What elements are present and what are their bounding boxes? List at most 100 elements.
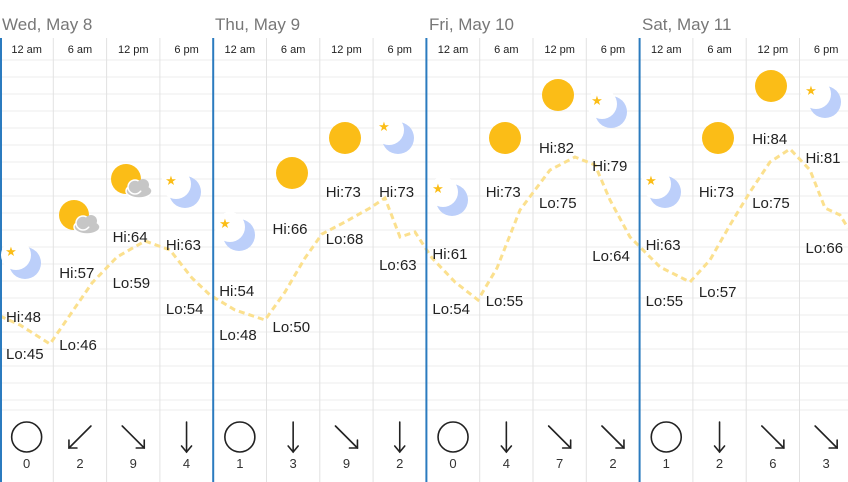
sun-icon — [542, 79, 574, 111]
arrow-head — [713, 445, 726, 454]
high-temp-label: Hi:79 — [592, 158, 627, 175]
low-temp-label: Lo:57 — [699, 284, 737, 301]
weather-icons: ★ ★ ★ ★ ★ ★ ★ ★ — [1, 70, 841, 279]
low-temp-label: Lo:45 — [6, 346, 44, 363]
moon-shadow — [215, 212, 245, 242]
sun-icon — [489, 122, 521, 154]
low-temp-label: Lo:55 — [646, 293, 684, 310]
sun-disc — [489, 122, 521, 154]
time-label: 12 am — [438, 44, 469, 56]
sun-icon — [276, 157, 308, 189]
calm-circle — [437, 421, 469, 453]
time-label: 6 am — [281, 44, 305, 56]
arrow-southeast-icon — [547, 425, 572, 449]
low-temp-label: Lo:64 — [592, 248, 630, 265]
sun-disc — [755, 70, 787, 102]
high-temp-label: Hi:84 — [752, 131, 787, 148]
low-temp-label: Lo:63 — [379, 257, 417, 274]
arrow-head — [615, 439, 625, 449]
day-dividers — [0, 38, 641, 482]
arrow-shaft — [547, 425, 572, 449]
time-label: 6 am — [68, 44, 92, 56]
wind-row: 0 2 9 4 1 3 9 2 0 4 7 2 1 2 6 3 — [10, 421, 838, 471]
sun-icon — [702, 122, 734, 154]
wind-speed-label: 9 — [130, 456, 137, 471]
arrow-shaft — [334, 425, 359, 449]
moon-icon: ★ — [374, 115, 414, 154]
day-label: Sat, May 11 — [642, 15, 731, 34]
moon-shadow — [641, 169, 671, 199]
day-header-row: Wed, May 8 Thu, May 9 Fri, May 10 Sat, M… — [2, 15, 731, 34]
moon-icon: ★ — [428, 177, 468, 216]
arrow-southeast-icon — [601, 425, 625, 449]
moon-icon: ★ — [801, 79, 841, 118]
wind-speed-label: 4 — [503, 456, 510, 471]
sun-disc — [329, 122, 361, 154]
day-label: Thu, May 9 — [215, 15, 300, 34]
time-label: 6 pm — [388, 44, 412, 56]
moon-shadow — [1, 240, 31, 270]
high-temp-label: Hi:48 — [6, 309, 41, 326]
day-label: Fri, May 10 — [429, 15, 514, 34]
sun-icon — [755, 70, 787, 102]
star-glyph: ★ — [378, 120, 390, 135]
calm-circle — [650, 421, 683, 453]
high-temp-label: Hi:63 — [646, 237, 681, 254]
low-temp-label: Lo:59 — [113, 275, 151, 292]
sun-icon — [329, 122, 361, 154]
star-glyph: ★ — [591, 94, 603, 109]
time-label: 6 am — [707, 44, 731, 56]
sun-disc — [276, 157, 308, 189]
temperature-trend-line — [0, 147, 848, 347]
arrow-shaft — [601, 425, 625, 449]
grid-lines — [0, 38, 848, 482]
arrow-head — [500, 445, 513, 454]
wind-speed-label: 2 — [716, 456, 723, 471]
moon-icon: ★ — [641, 169, 681, 208]
low-temp-label: Lo:54 — [432, 301, 470, 318]
time-label: 6 pm — [174, 44, 198, 56]
arrow-head — [348, 439, 359, 449]
star-glyph: ★ — [645, 174, 657, 189]
time-label: 12 pm — [118, 44, 149, 56]
star-glyph: ★ — [165, 174, 177, 189]
low-temp-label: Lo:75 — [539, 195, 577, 212]
moon-icon: ★ — [1, 240, 41, 279]
calm-circle — [10, 421, 43, 453]
wind-speed-label: 2 — [76, 456, 83, 471]
wind-speed-label: 2 — [396, 456, 403, 471]
time-label: 6 pm — [601, 44, 625, 56]
star-glyph: ★ — [219, 217, 231, 232]
sun-disc — [542, 79, 574, 111]
arrow-south-icon — [287, 421, 299, 454]
arrow-head — [68, 439, 78, 449]
arrow-southwest-icon — [68, 425, 92, 449]
arrow-south-icon — [500, 421, 513, 454]
wind-speed-label: 4 — [183, 456, 190, 471]
high-temp-label: Hi:63 — [166, 237, 201, 254]
arrow-shaft — [68, 425, 92, 449]
sun-disc — [702, 122, 734, 154]
time-label: 6 pm — [814, 44, 838, 56]
arrow-head — [393, 445, 406, 454]
low-temp-label: Lo:68 — [326, 231, 364, 248]
low-temp-label: Lo:55 — [486, 293, 524, 310]
low-temp-label: Lo:46 — [59, 337, 97, 354]
arrow-south-icon — [393, 421, 406, 454]
low-temp-label: Lo:54 — [166, 301, 204, 318]
time-label: 12 am — [225, 44, 256, 56]
calm-circle-icon — [650, 421, 683, 453]
low-temp-label: Lo:50 — [273, 319, 311, 336]
wind-speed-label: 2 — [609, 456, 616, 471]
arrow-southeast-icon — [814, 425, 838, 449]
arrow-head — [828, 439, 838, 449]
high-temp-label: Hi:66 — [273, 221, 308, 238]
wind-speed-label: 6 — [769, 456, 776, 471]
time-label: 12 pm — [544, 44, 575, 56]
hi-lo-labels: Hi:48 Lo:45 Hi:57 Lo:46 Hi:64 Lo:59 Hi:63 Lo:54… — [6, 131, 843, 363]
arrow-head — [561, 439, 572, 449]
arrow-head — [135, 439, 146, 449]
star-glyph: ★ — [5, 245, 17, 260]
wind-speed-label: 3 — [823, 456, 830, 471]
